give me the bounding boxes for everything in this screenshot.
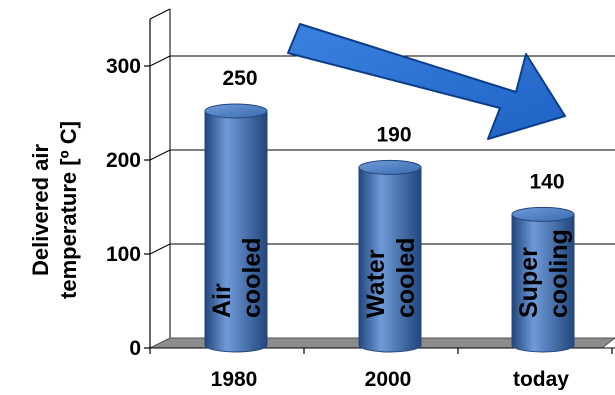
gridline-side bbox=[149, 149, 171, 161]
bar-text-label: Air bbox=[208, 283, 236, 318]
bar-text-label: cooled bbox=[392, 237, 420, 318]
chart-text: 0 100 200 300 Delivered air temperature [º C]… bbox=[28, 55, 573, 391]
bar bbox=[358, 159, 422, 353]
bar-top-cap bbox=[204, 103, 268, 119]
x-tick-label: today bbox=[513, 368, 569, 390]
x-tick-label: 1980 bbox=[211, 368, 258, 390]
bar bbox=[511, 206, 575, 353]
bar-top-cap bbox=[358, 159, 422, 175]
bar-text-label: cooling bbox=[545, 229, 573, 318]
bar-body bbox=[204, 110, 268, 353]
gridline-side bbox=[149, 55, 171, 67]
bars bbox=[204, 103, 575, 353]
data-label: 140 bbox=[529, 170, 564, 193]
bar-body bbox=[511, 213, 575, 353]
y-axis-title: Delivered air bbox=[28, 144, 53, 277]
bar-text-label: Water bbox=[362, 249, 390, 318]
side-wall-top-edge bbox=[149, 8, 171, 20]
bar-top-cap bbox=[511, 206, 575, 222]
trend-arrow-shape bbox=[287, 23, 566, 140]
bar bbox=[204, 103, 268, 353]
x-tick-label: 2000 bbox=[365, 368, 412, 390]
bar-text-label: cooled bbox=[238, 237, 266, 318]
y-tick-label: 0 bbox=[129, 337, 141, 360]
y-axis-title: temperature [º C] bbox=[56, 121, 81, 299]
y-tick-label: 100 bbox=[106, 243, 141, 266]
bar-text-label: Super bbox=[515, 247, 543, 318]
trend-arrow bbox=[287, 23, 566, 140]
data-label: 250 bbox=[222, 67, 257, 90]
bar-body bbox=[358, 166, 422, 353]
y-tick-label: 200 bbox=[106, 149, 141, 172]
gridline-side bbox=[149, 243, 171, 255]
axes bbox=[144, 19, 613, 354]
plot-frame bbox=[149, 8, 171, 348]
y-tick-label: 300 bbox=[106, 55, 141, 78]
data-label: 190 bbox=[376, 123, 411, 146]
